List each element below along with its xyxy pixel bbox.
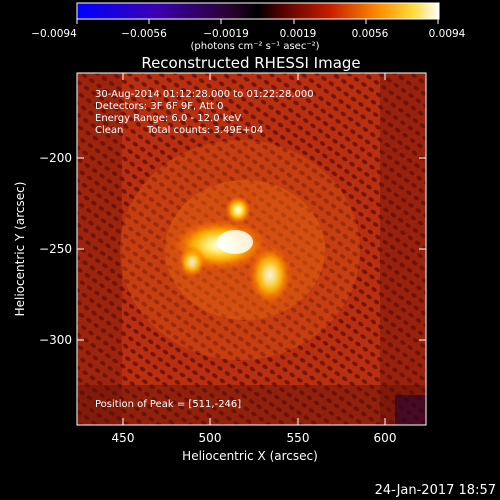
total-counts: Total counts: 3.49E+04 xyxy=(146,125,263,136)
colorbar-tick: 0.0056 xyxy=(352,28,389,40)
y-axis-label: Heliocentric Y (arcsec) xyxy=(13,182,27,317)
x-tick-label: 550 xyxy=(287,431,310,445)
y-axis xyxy=(77,157,426,341)
y-tick-label: −200 xyxy=(39,151,72,165)
colorbar-tick: 0.0019 xyxy=(280,28,317,40)
time-range: 30-Aug-2014 01:12:28.000 to 01:22:28.000 xyxy=(95,89,314,100)
y-tick-label: −300 xyxy=(39,333,72,347)
y-tick-label: −250 xyxy=(39,242,72,256)
peak-position: Position of Peak = [511,-246] xyxy=(95,399,241,410)
colorbar-tick: −0.0094 xyxy=(31,28,77,40)
colorbar: −0.0094 −0.0056 −0.0019 0.0019 0.0056 0.… xyxy=(31,2,466,52)
timestamp: 24-Jan-2017 18:57 xyxy=(375,483,496,498)
colorbar-gradient xyxy=(76,2,440,20)
x-axis-label: Heliocentric X (arcsec) xyxy=(182,449,318,463)
image-title: Reconstructed RHESSI Image xyxy=(141,54,360,72)
x-tick-label: 450 xyxy=(112,431,135,445)
detectors: Detectors: 3F 6F 9F, Att 0 xyxy=(95,101,223,112)
x-tick-label: 600 xyxy=(374,431,397,445)
rhessi-image xyxy=(77,73,426,425)
x-axis xyxy=(122,73,386,425)
energy-range: Energy Range: 6.0 - 12.0 keV xyxy=(95,113,241,124)
image-annotation: 30-Aug-2014 01:12:28.000 to 01:22:28.000… xyxy=(95,89,314,410)
colorbar-tick: 0.0094 xyxy=(429,28,466,40)
colorbar-tick: −0.0019 xyxy=(203,28,249,40)
algorithm: Clean xyxy=(95,125,123,136)
colorbar-tick: −0.0056 xyxy=(121,28,167,40)
x-tick-label: 500 xyxy=(199,431,222,445)
colorbar-units: (photons cm⁻² s⁻¹ asec⁻²) xyxy=(190,41,319,52)
